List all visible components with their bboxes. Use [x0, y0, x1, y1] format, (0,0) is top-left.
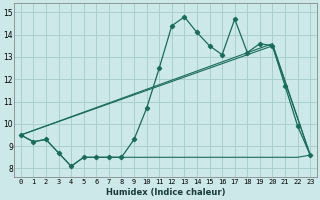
X-axis label: Humidex (Indice chaleur): Humidex (Indice chaleur) — [106, 188, 225, 197]
